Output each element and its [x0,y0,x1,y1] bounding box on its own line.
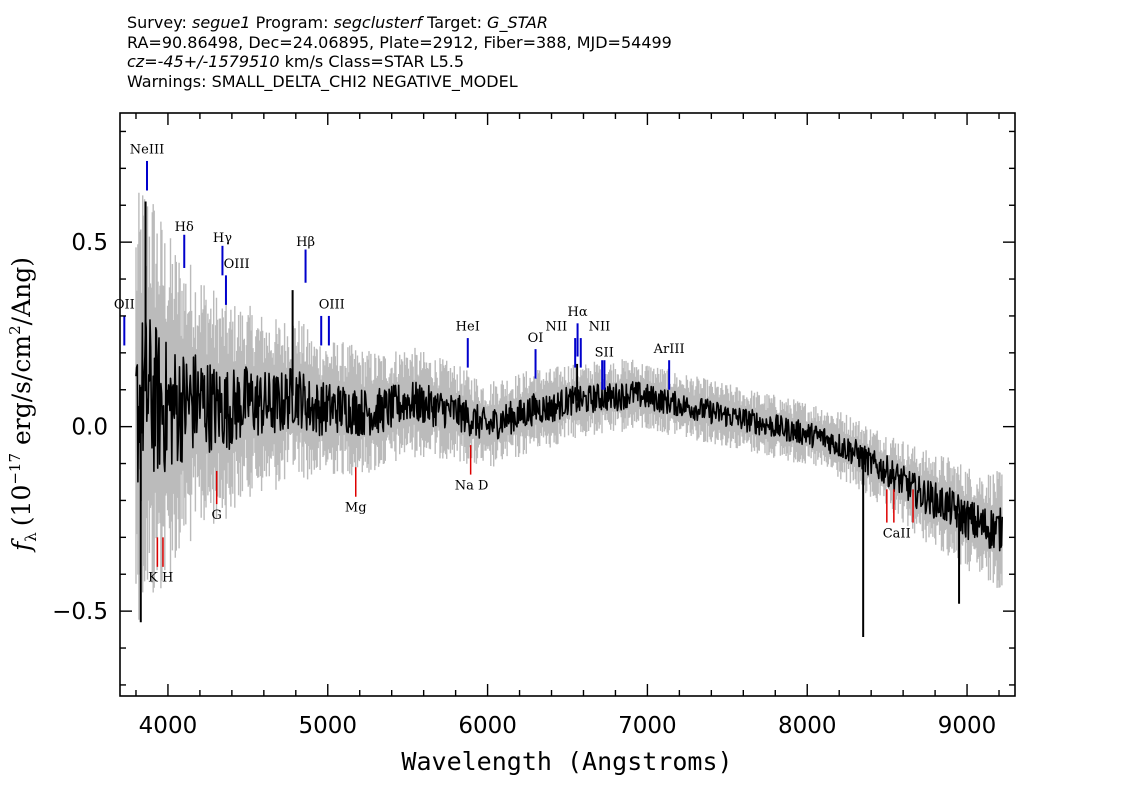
emission-line-label: Hγ [213,231,232,246]
emission-line-label: NeIII [130,143,164,158]
absorption-line-label: K H [148,571,173,586]
y-axis-label: fλ (10−17 erg/s/cm2/Ang) [6,257,40,553]
target-value: G_STAR [487,13,548,32]
emission-line-label: ArIII [653,342,685,357]
header-line-2: RA=90.86498, Dec=24.06895, Plate=2912, F… [127,32,672,52]
header-line-3: cz=-45+/-1579510 km/s Class=STAR L5.5 [127,52,672,72]
emission-line-label: OIII [319,298,345,313]
emission-line-label: OIII [224,257,250,272]
flux-line [135,319,1003,552]
absorption-line-label: CaII [883,526,911,541]
plot-content [135,192,1003,637]
emission-line-label: Hδ [175,220,194,235]
y-label-exp: −17 [6,453,24,485]
header-line-4: Warnings: SMALL_DELTA_CHI2 NEGATIVE_MODE… [127,71,518,91]
x-tick-label: 4000 [139,713,198,739]
emission-line-label: SII [595,346,614,361]
program-value: segclusterf [333,13,422,32]
y-tick-label: 0.0 [71,415,108,441]
y-label-sub: λ [22,532,40,542]
target-label: Target: [427,13,482,32]
survey-value: segue1 [191,13,251,32]
x-tick-label: 9000 [938,713,997,739]
emission-line-label: NII [545,320,567,335]
y-label-close: /Ang) [7,257,36,325]
class-value: km/s Class=STAR L5.5 [284,52,465,71]
y-tick-label: −0.5 [52,599,108,625]
emission-line-label: NII [589,320,611,335]
y-label-mid: erg/s/cm [7,335,36,453]
emission-line-label: Hβ [296,235,315,250]
y-tick-label: 0.5 [71,230,108,256]
program-label: Program: [255,13,329,32]
emission-line-label: OI [528,331,544,346]
x-tick-label: 6000 [458,713,517,739]
x-tick-label: 5000 [298,713,357,739]
absorption-line-label: Na D [455,478,489,493]
x-tick-label: 8000 [778,713,837,739]
x-axis-label: Wavelength (Angstroms) [401,747,732,776]
y-label-f: f [7,538,36,553]
cz-value: cz=-45+/-1579510 [127,52,280,71]
plot-frame [119,112,1016,697]
emission-line-label: Hα [568,305,588,320]
absorption-line-label: Mg [345,501,367,516]
header-line-1: Survey: segue1 Program: segclusterf Targ… [127,13,672,33]
emission-line-label: HeI [456,320,480,335]
spectrum-header: Survey: segue1 Program: segclusterf Targ… [127,13,672,91]
survey-label: Survey: [127,13,187,32]
absorption-line-label: G [211,508,221,523]
axis-ticks: 4000 5000 6000 7000 8000 9000 −0.5 0.0 0.5 [52,113,1015,739]
y-label-open: (10 [7,485,36,527]
emission-line-label: OII [114,298,135,313]
x-tick-label: 7000 [618,713,677,739]
y-label-exp2: 2 [6,325,24,335]
